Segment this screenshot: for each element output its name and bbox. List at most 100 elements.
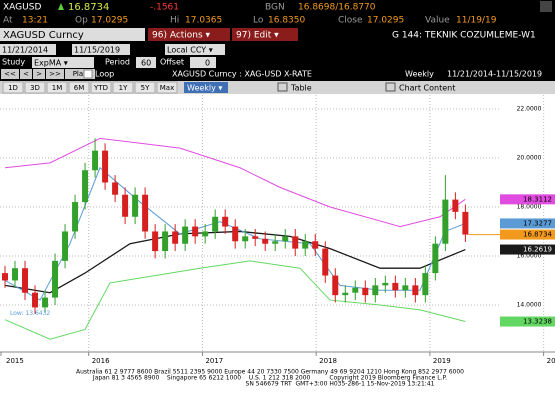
- candle-body: [142, 194, 149, 232]
- up-arrow: [58, 3, 64, 10]
- candle-body: [62, 231, 69, 261]
- security: XAGUSD Curncy: [3, 30, 84, 41]
- lo: 16.8350: [268, 16, 305, 26]
- nav-button[interactable]: [1, 69, 19, 79]
- candle-body: [292, 236, 299, 249]
- chart-bg: [0, 94, 555, 400]
- candle-body: [352, 287, 359, 293]
- candle-body: [92, 150, 99, 171]
- footer-line: Japan 81 3 4565 8900 Singapore 65 6212 1…: [92, 375, 447, 382]
- period-button[interactable]: [68, 81, 90, 94]
- candle-body: [462, 211, 469, 235]
- period-button[interactable]: [24, 81, 46, 94]
- nav-label: Play: [73, 70, 88, 78]
- study-line: [4, 260, 466, 340]
- start-date-input[interactable]: [0, 44, 56, 55]
- candle-body: [432, 243, 439, 274]
- study: ExpMA ▾: [34, 59, 68, 68]
- nav-label: <<: [4, 70, 16, 78]
- value-tag-label: 18.3112: [523, 195, 552, 203]
- table-icon[interactable]: [277, 82, 288, 92]
- candle-body: [272, 241, 279, 244]
- description: XAGUSD Curncy : XAG-USD X-RATE: [172, 70, 312, 79]
- candle-body: [302, 241, 309, 249]
- start-date: 11/21/2014: [2, 46, 48, 55]
- edit: 97) Edit ▾: [236, 31, 279, 41]
- period-label: 3D: [30, 84, 40, 92]
- period-button[interactable]: [46, 81, 68, 94]
- end-date-input[interactable]: [72, 44, 130, 55]
- candle-body: [452, 199, 459, 212]
- candle-body: [122, 194, 129, 217]
- y-tick-label: 22.0000: [517, 105, 542, 112]
- footer-line: Australia 61 2 9777 8600 Brazil 5511 239…: [76, 369, 464, 376]
- change: -.1561: [150, 3, 179, 13]
- currency-select[interactable]: [165, 44, 225, 55]
- period-button[interactable]: [112, 81, 134, 94]
- nav-button[interactable]: [65, 69, 95, 79]
- edit-button[interactable]: [232, 28, 298, 41]
- window-button[interactable]: [540, 1, 552, 12]
- frequency-select[interactable]: [184, 82, 228, 93]
- candle-body: [342, 292, 349, 296]
- period-input[interactable]: [136, 57, 156, 68]
- period-button[interactable]: [156, 81, 178, 94]
- x-tick-label: 2016: [92, 357, 110, 365]
- candle-body: [172, 231, 179, 244]
- period-label: 1M: [52, 84, 63, 92]
- loop: Loop: [95, 70, 114, 79]
- chart: 14.0000 16.0000 18.0000 20.0000 22.0000 2015 2…: [0, 95, 555, 365]
- end-date: 11/15/2019: [74, 46, 120, 55]
- candle-body: [442, 199, 449, 244]
- candle-body: [182, 226, 189, 244]
- candle-body: [112, 182, 119, 195]
- close: 17.0295: [367, 16, 404, 26]
- y-tick-label: 18.0000: [517, 203, 542, 210]
- nav-button[interactable]: [20, 69, 32, 79]
- candle-body: [332, 275, 339, 296]
- value-tag: [500, 229, 555, 240]
- candle-body: [222, 216, 229, 227]
- candle-body: [362, 287, 369, 296]
- study-label: Study: [2, 58, 25, 67]
- at: 13:21: [22, 16, 48, 26]
- currency: Local CCY ▾: [167, 46, 213, 55]
- chart-icon[interactable]: [385, 82, 396, 92]
- offset-input[interactable]: [190, 57, 216, 68]
- period-label: Max: [160, 84, 174, 92]
- nav-label: >: [36, 70, 42, 78]
- study-line: [4, 137, 466, 228]
- offset-label: Offset: [160, 58, 184, 67]
- value-tag: [500, 244, 555, 255]
- candle-body: [252, 236, 259, 239]
- period-label: 5Y: [141, 84, 150, 92]
- x-tick-label: 2017: [205, 357, 223, 365]
- source: BGN: [265, 3, 285, 13]
- nav-button[interactable]: [33, 69, 45, 79]
- period-button[interactable]: [90, 81, 112, 94]
- op-label: Op: [75, 16, 88, 26]
- candle-body: [72, 202, 79, 232]
- op: 17.0295: [91, 16, 128, 26]
- actions-button[interactable]: [148, 28, 230, 41]
- candle-body: [192, 226, 199, 237]
- candle-body: [12, 268, 19, 281]
- period-button[interactable]: [2, 81, 24, 94]
- candle-body: [102, 150, 109, 183]
- actions: 96) Actions ▾: [152, 31, 211, 41]
- security-input[interactable]: [0, 28, 145, 41]
- study-line: [4, 230, 466, 294]
- candle-body: [22, 268, 29, 293]
- candle-body: [82, 170, 89, 203]
- candle-body: [322, 248, 329, 276]
- loop-checkbox[interactable]: [83, 69, 93, 79]
- candle-body: [402, 285, 409, 291]
- period-button[interactable]: [134, 81, 156, 94]
- x-tick-label: 2019: [433, 357, 451, 365]
- candle-body: [42, 297, 49, 308]
- nav-button[interactable]: [46, 69, 64, 79]
- period-buttons: 1D 3D 1M 6M YTD 1Y 5Y Max: [2, 81, 178, 94]
- value: 11/19/19: [456, 16, 497, 26]
- study-select[interactable]: [32, 57, 94, 68]
- candle-body: [282, 236, 289, 242]
